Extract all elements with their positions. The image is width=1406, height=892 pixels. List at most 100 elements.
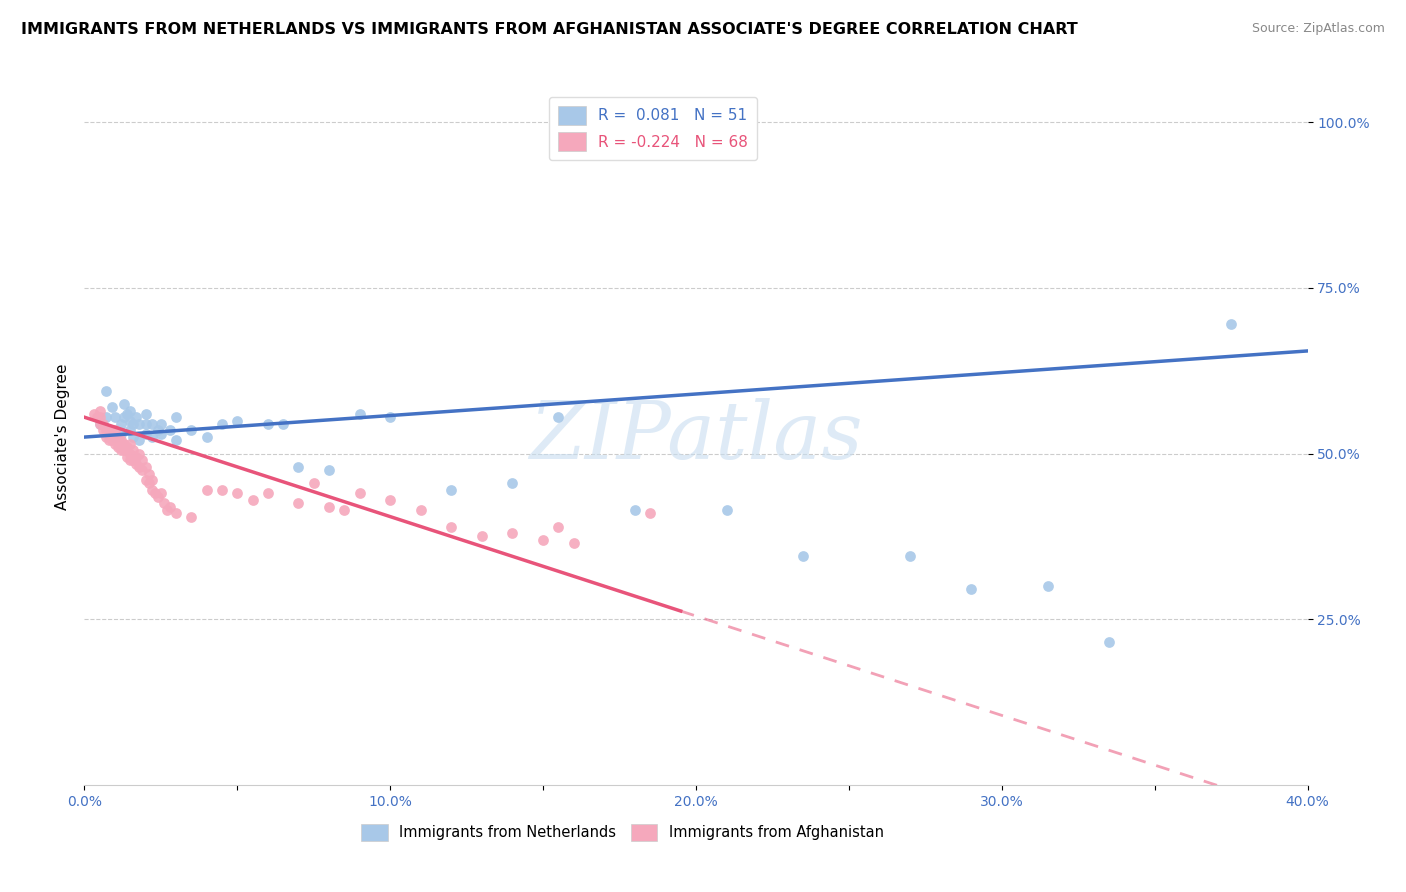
Point xyxy=(502,526,524,541)
Point xyxy=(624,503,647,517)
Point xyxy=(135,473,157,487)
Point xyxy=(349,407,371,421)
Point xyxy=(146,490,169,504)
Point xyxy=(135,459,157,474)
Point xyxy=(120,447,142,461)
Point xyxy=(128,417,150,431)
Point xyxy=(165,434,187,448)
Point xyxy=(89,410,111,425)
Point xyxy=(91,424,114,438)
Point xyxy=(104,436,127,450)
Point xyxy=(110,434,132,448)
Point xyxy=(135,426,157,441)
Point xyxy=(195,430,218,444)
Point xyxy=(112,436,135,450)
Point xyxy=(115,407,138,421)
Point xyxy=(97,424,120,438)
Point xyxy=(94,410,117,425)
Point xyxy=(638,506,661,520)
Point xyxy=(141,417,163,431)
Point xyxy=(115,440,138,454)
Point xyxy=(380,493,402,508)
Point xyxy=(101,401,124,415)
Point xyxy=(149,486,172,500)
Point xyxy=(131,463,153,477)
Point xyxy=(960,582,983,597)
Point xyxy=(104,410,127,425)
Point xyxy=(165,410,187,425)
Point xyxy=(349,486,371,500)
Point xyxy=(138,467,160,481)
Point xyxy=(107,430,129,444)
Point xyxy=(333,503,356,517)
Point xyxy=(149,417,172,431)
Point xyxy=(226,413,249,427)
Point xyxy=(86,410,108,425)
Point xyxy=(110,417,132,431)
Point xyxy=(1220,318,1243,332)
Point xyxy=(128,459,150,474)
Point xyxy=(287,459,309,474)
Point xyxy=(409,503,432,517)
Point xyxy=(91,417,114,431)
Point xyxy=(302,476,325,491)
Point xyxy=(257,486,280,500)
Point xyxy=(135,407,157,421)
Point xyxy=(122,430,145,444)
Text: IMMIGRANTS FROM NETHERLANDS VS IMMIGRANTS FROM AFGHANISTAN ASSOCIATE'S DEGREE CO: IMMIGRANTS FROM NETHERLANDS VS IMMIGRANT… xyxy=(21,22,1078,37)
Point xyxy=(156,503,179,517)
Point xyxy=(211,417,233,431)
Point xyxy=(104,424,127,438)
Point xyxy=(110,426,132,441)
Point xyxy=(125,457,148,471)
Point xyxy=(149,426,172,441)
Point xyxy=(122,443,145,458)
Point xyxy=(94,424,117,438)
Point xyxy=(141,483,163,497)
Point xyxy=(159,424,181,438)
Point xyxy=(138,476,160,491)
Point xyxy=(440,483,463,497)
Point xyxy=(165,506,187,520)
Point xyxy=(112,410,135,425)
Point xyxy=(128,447,150,461)
Point xyxy=(257,417,280,431)
Point xyxy=(83,407,105,421)
Point xyxy=(89,417,111,431)
Y-axis label: Associate's Degree: Associate's Degree xyxy=(55,364,70,510)
Point xyxy=(120,413,142,427)
Point xyxy=(89,403,111,417)
Text: Source: ZipAtlas.com: Source: ZipAtlas.com xyxy=(1251,22,1385,36)
Point xyxy=(141,430,163,444)
Point xyxy=(716,503,738,517)
Point xyxy=(318,500,340,514)
Point xyxy=(159,500,181,514)
Point xyxy=(120,453,142,467)
Point xyxy=(180,424,202,438)
Text: ZIPatlas: ZIPatlas xyxy=(529,399,863,475)
Point xyxy=(153,496,176,510)
Point xyxy=(125,410,148,425)
Point xyxy=(180,509,202,524)
Point xyxy=(141,473,163,487)
Point xyxy=(112,397,135,411)
Point xyxy=(195,483,218,497)
Point xyxy=(143,486,166,500)
Point xyxy=(380,410,402,425)
Point xyxy=(135,417,157,431)
Point xyxy=(1036,579,1059,593)
Point xyxy=(120,436,142,450)
Point xyxy=(101,424,124,438)
Point xyxy=(110,443,132,458)
Point xyxy=(318,463,340,477)
Point xyxy=(89,417,111,431)
Point xyxy=(547,410,569,425)
Point xyxy=(94,430,117,444)
Point xyxy=(211,483,233,497)
Point xyxy=(562,536,585,550)
Point xyxy=(146,424,169,438)
Point xyxy=(1098,635,1121,649)
Point xyxy=(120,424,142,438)
Point xyxy=(287,496,309,510)
Point xyxy=(104,430,127,444)
